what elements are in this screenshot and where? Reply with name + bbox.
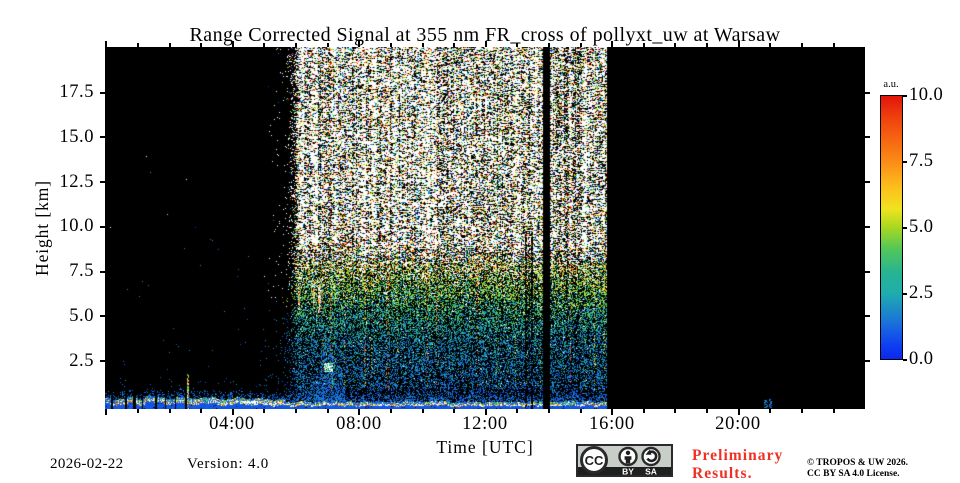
svg-text:SA: SA [645, 467, 657, 477]
svg-text:BY: BY [622, 467, 634, 477]
svg-text:CC: CC [585, 453, 604, 468]
